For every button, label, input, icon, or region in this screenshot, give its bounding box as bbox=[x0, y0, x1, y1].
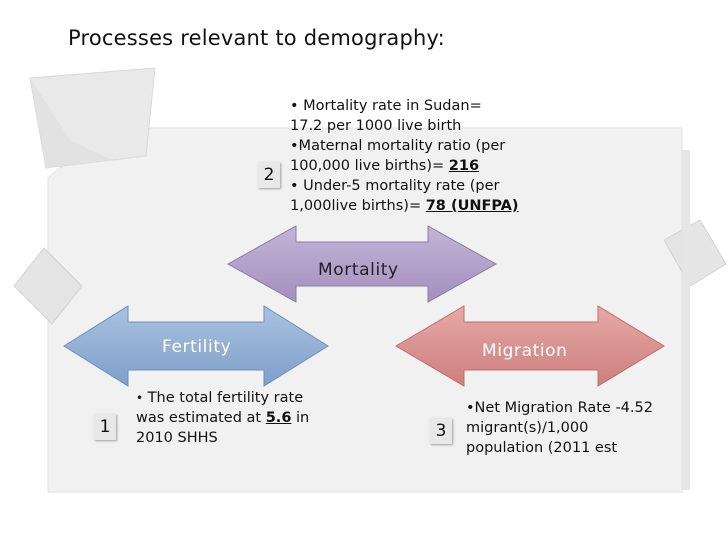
tape-left bbox=[13, 247, 83, 325]
mortality-line: 17.2 per 1000 live birth bbox=[290, 118, 462, 134]
migration-arrow bbox=[395, 305, 665, 387]
mortality-line: 100,000 live births)= 216 bbox=[290, 158, 480, 174]
step-number-fertility: 1 bbox=[94, 414, 116, 440]
migration-line: population (2011 est bbox=[466, 440, 618, 456]
migration-label: Migration bbox=[482, 341, 568, 361]
step-number-migration: 3 bbox=[430, 418, 452, 444]
fertility-rate-value: 5.6 bbox=[265, 410, 292, 426]
mortality-line: 1,000live births)= 78 (UNFPA) bbox=[290, 198, 519, 214]
migration-line: •Net Migration Rate -4.52 bbox=[466, 400, 653, 416]
maternal-mortality-value: 216 bbox=[448, 158, 480, 174]
mortality-facts: • Mortality rate in Sudan= 17.2 per 1000… bbox=[290, 96, 560, 216]
migration-line: migrant(s)/1,000 bbox=[466, 420, 589, 436]
mortality-label: Mortality bbox=[318, 260, 399, 280]
under5-mortality-value: 78 (UNFPA) bbox=[425, 198, 519, 214]
page-title: Processes relevant to demography: bbox=[68, 26, 445, 50]
mortality-line: •Maternal mortality ratio (per bbox=[290, 138, 506, 154]
fertility-facts: • The total fertility rate was estimated… bbox=[136, 388, 346, 448]
mortality-line: • Under-5 mortality rate (per bbox=[290, 178, 500, 194]
mortality-arrow bbox=[226, 225, 498, 303]
migration-facts: •Net Migration Rate -4.52 migrant(s)/1,0… bbox=[466, 398, 686, 458]
fertility-line: was estimated at 5.6 in bbox=[136, 410, 310, 426]
mortality-line: • Mortality rate in Sudan= bbox=[290, 98, 482, 114]
fertility-label: Fertility bbox=[162, 337, 232, 357]
fertility-arrow bbox=[63, 305, 329, 387]
step-number-mortality: 2 bbox=[258, 162, 280, 188]
fertility-line: • The total fertility rate bbox=[136, 390, 304, 406]
fertility-line: 2010 SHHS bbox=[136, 430, 218, 446]
